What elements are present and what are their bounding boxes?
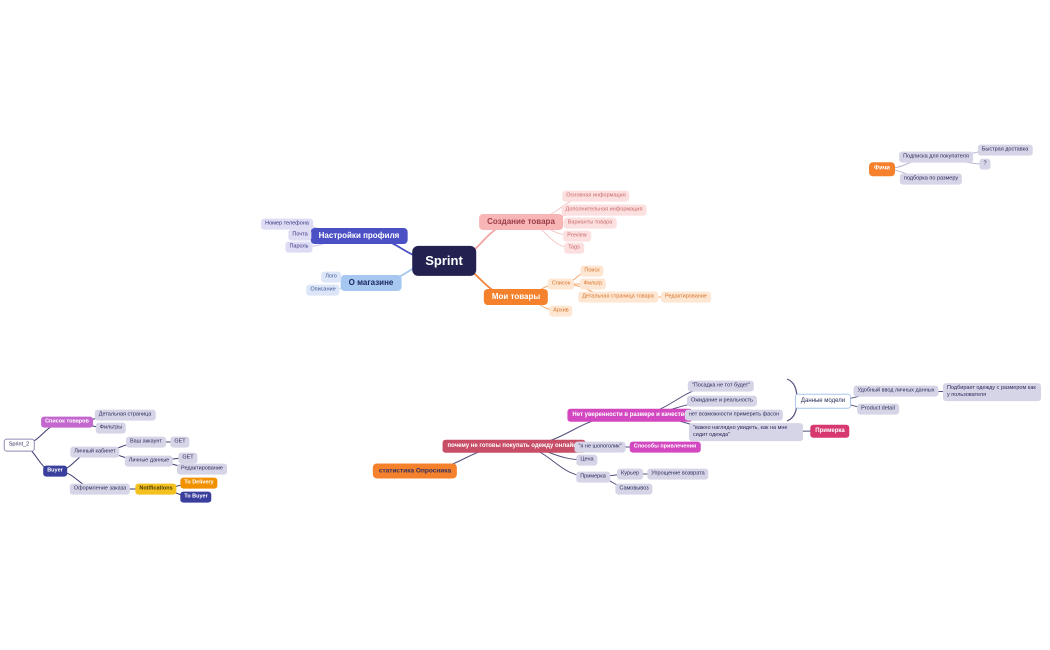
node-create-product[interactable]: Создание товара (479, 214, 563, 230)
node-email[interactable]: Почта (288, 229, 312, 241)
node-fit-wrong[interactable]: "Посадка не тот будет" (687, 380, 755, 392)
node-sprint2-root[interactable]: Sprint_2 (3, 438, 35, 452)
node-courier[interactable]: Курьер (617, 468, 643, 480)
node-to-buyer[interactable]: To Buyer (180, 491, 212, 503)
node-expectations[interactable]: Ожидание и реальность (686, 395, 758, 407)
node-notifications[interactable]: Notifications (135, 483, 177, 495)
node-extra-info[interactable]: Дополнительная информация (561, 204, 647, 216)
node-personal-data[interactable]: Личные данные (124, 455, 174, 467)
node-phone[interactable]: Номер телефона (261, 218, 313, 230)
node-filter[interactable]: Фильтр (579, 278, 607, 290)
node-basic-info[interactable]: Основная информация (562, 190, 630, 202)
node-to-delivery[interactable]: To Delivery (180, 477, 218, 489)
node-sprint-root[interactable]: Sprint (412, 245, 476, 277)
node-attraction-ways[interactable]: Способы привлечения (629, 441, 701, 453)
node-question[interactable]: ? (979, 158, 991, 170)
node-pickup[interactable]: Самовывоз (615, 483, 653, 495)
node-account[interactable]: Личный кабинет (70, 446, 120, 458)
node-model-data[interactable]: Данные модели (794, 393, 852, 409)
node-why-not-online[interactable]: почему не готовы покупать одежду онлайн? (442, 439, 586, 453)
node-price[interactable]: Цена (576, 454, 598, 466)
node-about-shop[interactable]: О магазине (340, 275, 402, 291)
node-search[interactable]: Поиск (580, 265, 604, 277)
node-see-fit[interactable]: "важно наглядно увидеть, как на мне сиди… (689, 423, 803, 441)
node-no-confidence[interactable]: Нет уверенности в размере и качестве (567, 408, 693, 422)
node-filters[interactable]: Фильтры (95, 422, 127, 434)
node-no-try-on[interactable]: нет возможности примерить фасон (684, 409, 784, 421)
node-checkout[interactable]: Оформление заказа (69, 483, 131, 495)
node-buyer[interactable]: Buyer (43, 465, 67, 477)
node-variants[interactable]: Варианты товара (563, 217, 617, 229)
node-product-detail[interactable]: Product detail (857, 403, 899, 415)
node-editing-2[interactable]: Редактирование (177, 463, 227, 475)
node-fast-delivery[interactable]: Быстрая доставка (977, 144, 1033, 156)
node-preview[interactable]: Preview (563, 230, 591, 242)
node-get-1[interactable]: GET (170, 436, 190, 448)
node-survey-stats[interactable]: статистика Опросника (372, 463, 458, 479)
node-size-selection[interactable]: подборка по размеру (899, 173, 963, 185)
node-your-account[interactable]: Ваш аккаунт (126, 436, 166, 448)
node-archive[interactable]: Архив (549, 305, 573, 317)
node-description[interactable]: Описание (306, 284, 340, 296)
node-easy-input[interactable]: Удобный ввод личных данных (853, 385, 939, 397)
node-list[interactable]: Список (547, 278, 575, 290)
node-detail-page[interactable]: Детальная страница (94, 409, 156, 421)
node-product-page[interactable]: Детальная страница товара (578, 291, 658, 303)
node-get-2[interactable]: GET (178, 452, 198, 464)
node-password[interactable]: Пароль (285, 241, 313, 253)
node-features[interactable]: Фичи (869, 162, 895, 176)
node-logo[interactable]: Лого (321, 271, 341, 283)
node-editing[interactable]: Редактирование (661, 291, 711, 303)
node-tags[interactable]: Tags (564, 242, 584, 254)
node-easy-return[interactable]: Упрощение возврата (647, 468, 709, 480)
node-try-on-badge[interactable]: Примерка (810, 424, 850, 438)
node-try-on[interactable]: Примерка (576, 471, 610, 483)
node-size-match[interactable]: Подбирает одежду с размером как у пользо… (943, 383, 1041, 401)
node-subscription[interactable]: Подписка для покупателя (899, 151, 973, 163)
node-product-list[interactable]: Список товаров (41, 416, 93, 428)
node-not-shopaholic[interactable]: "я не шопоголик" (574, 441, 626, 453)
node-profile-settings[interactable]: Настройки профиля (310, 228, 408, 244)
node-my-products[interactable]: Мои товары (483, 289, 549, 305)
